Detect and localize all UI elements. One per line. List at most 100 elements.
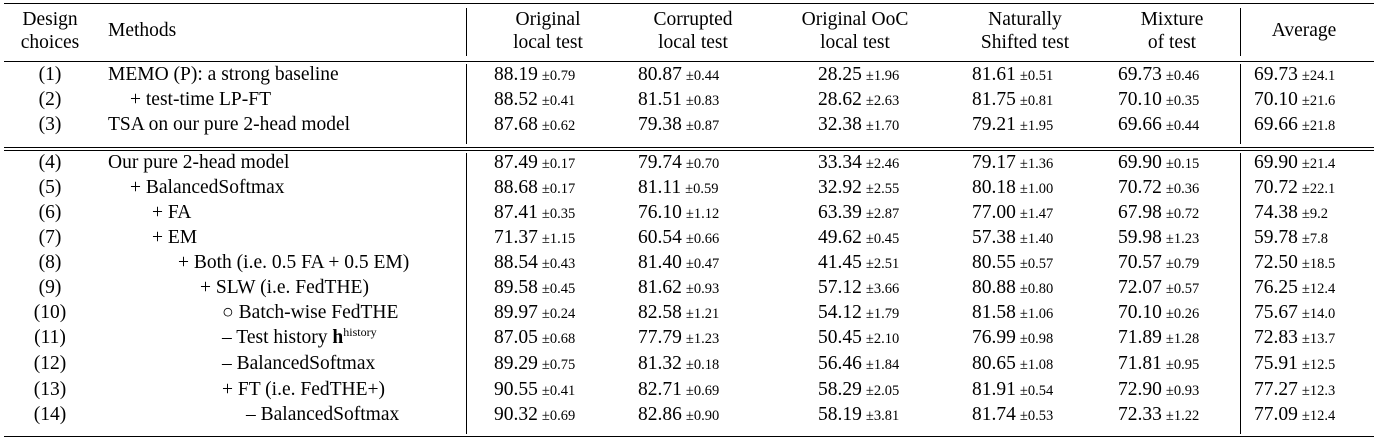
value-cell: 80.55 ±0.57	[972, 251, 1053, 276]
value-cell: 57.12 ±3.66	[818, 276, 899, 301]
value-mean: 87.41	[494, 202, 538, 223]
value-mean: 58.29	[818, 379, 862, 400]
value-std: ±0.18	[685, 357, 720, 373]
header-col-3: Naturally Shifted test	[935, 8, 1115, 54]
value-std: ±0.93	[1165, 383, 1200, 399]
value-cell: 28.25 ±1.96	[818, 63, 899, 88]
value-std: ±0.98	[1019, 331, 1054, 347]
value-std: ±1.23	[1165, 231, 1200, 247]
value-mean: 63.39	[818, 202, 862, 223]
value-std: ±2.63	[865, 93, 900, 109]
value-mean: 33.34	[818, 152, 862, 173]
value-mean: 81.11	[638, 177, 682, 198]
value-cell: 28.62 ±2.63	[818, 88, 899, 113]
value-mean: 70.72	[1118, 177, 1162, 198]
row-method: Our pure 2-head model	[108, 151, 289, 175]
value-mean: 89.29	[494, 353, 538, 374]
value-std: ±1.95	[1019, 118, 1054, 134]
value-std: ±12.4	[1301, 281, 1336, 297]
value-mean: 58.19	[818, 404, 862, 425]
row-method: + Both (i.e. 0.5 FA + 0.5 EM)	[178, 251, 409, 275]
value-mean: 81.75	[972, 89, 1016, 110]
value-std: ±1.08	[1019, 357, 1054, 373]
value-cell: 33.34 ±2.46	[818, 151, 899, 176]
value-std: ±0.79	[1165, 256, 1200, 272]
value-std: ±0.62	[541, 118, 576, 134]
value-cell: 54.12 ±1.79	[818, 301, 899, 326]
group-rule-2	[4, 150, 1374, 151]
header-col-4-line1: of test	[1147, 32, 1197, 53]
value-cell: 81.61 ±0.51	[972, 63, 1053, 88]
value-cell: 72.90 ±0.93	[1118, 378, 1199, 403]
value-cell: 77.00 ±1.47	[972, 201, 1053, 226]
value-mean: 88.19	[494, 64, 538, 85]
value-std: ±2.10	[865, 331, 900, 347]
value-std: ±0.17	[541, 181, 576, 197]
value-std: ±0.26	[1165, 306, 1200, 322]
value-cell: 82.58 ±1.21	[638, 301, 719, 326]
value-mean: 82.71	[638, 379, 682, 400]
row-method: MEMO (P): a strong baseline	[108, 63, 339, 87]
row-id: (2)	[38, 89, 62, 110]
value-cell: 80.18 ±1.00	[972, 176, 1053, 201]
value-cell: 77.27 ±12.3	[1254, 378, 1335, 403]
value-std: ±0.47	[685, 256, 720, 272]
value-cell: 81.11 ±0.59	[638, 176, 719, 201]
value-std: ±1.22	[1165, 408, 1200, 424]
header-design-line1: Design	[22, 9, 78, 30]
group-rule	[4, 147, 1374, 148]
value-cell: 69.73 ±24.1	[1254, 63, 1335, 88]
row-method-text: + FA	[152, 202, 192, 223]
value-std: ±1.40	[1019, 231, 1054, 247]
value-mean: 80.88	[972, 277, 1016, 298]
value-cell: 60.54 ±0.66	[638, 226, 719, 251]
value-cell: 70.72 ±0.36	[1118, 176, 1199, 201]
value-std: ±0.53	[1019, 408, 1054, 424]
row-method: + FT (i.e. FedTHE+)	[222, 378, 385, 402]
value-std: ±0.70	[685, 156, 720, 172]
value-cell: 87.49 ±0.17	[494, 151, 575, 176]
row-method-text: – BalancedSoftmax	[246, 404, 400, 425]
value-mean: 87.49	[494, 152, 538, 173]
value-cell: 70.10 ±0.26	[1118, 301, 1199, 326]
row-id: (12)	[33, 353, 67, 374]
value-mean: 87.05	[494, 327, 538, 348]
value-std: ±1.96	[865, 68, 900, 84]
value-mean: 69.66	[1254, 114, 1298, 135]
value-cell: 50.45 ±2.10	[818, 326, 899, 351]
header-methods: Methods	[108, 20, 177, 41]
row-id: (13)	[33, 379, 67, 400]
value-mean: 81.32	[638, 353, 682, 374]
value-mean: 70.10	[1118, 302, 1162, 323]
header-col-2: Original OoC local test	[765, 8, 945, 54]
value-std: ±0.59	[685, 181, 719, 197]
value-std: ±0.51	[1019, 68, 1054, 84]
value-cell: 72.83 ±13.7	[1254, 326, 1335, 351]
value-cell: 87.68 ±0.62	[494, 113, 575, 138]
value-cell: 80.65 ±1.08	[972, 352, 1053, 377]
value-cell: 69.90 ±21.4	[1254, 151, 1335, 176]
value-mean: 81.91	[972, 379, 1016, 400]
value-cell: 88.54 ±0.43	[494, 251, 575, 276]
value-std: ±0.57	[1165, 281, 1200, 297]
value-std: ±1.00	[1019, 181, 1054, 197]
value-mean: 59.98	[1118, 227, 1162, 248]
row-method-text: – BalancedSoftmax	[222, 353, 376, 374]
value-std: ±0.69	[541, 408, 576, 424]
value-cell: 81.75 ±0.81	[972, 88, 1053, 113]
value-cell: 59.98 ±1.23	[1118, 226, 1199, 251]
value-cell: 81.51 ±0.83	[638, 88, 719, 113]
value-mean: 76.99	[972, 327, 1016, 348]
value-mean: 70.10	[1254, 89, 1298, 110]
value-mean: 89.58	[494, 277, 538, 298]
value-cell: 72.33 ±1.22	[1118, 403, 1199, 428]
value-cell: 76.99 ±0.98	[972, 326, 1053, 351]
value-std: ±1.28	[1165, 331, 1200, 347]
header-col-3-line0: Naturally	[988, 9, 1062, 30]
row-method-text: TSA on our pure 2-head model	[108, 114, 351, 135]
value-cell: 76.25 ±12.4	[1254, 276, 1335, 301]
value-std: ±0.44	[685, 68, 720, 84]
row-method-text: + EM	[152, 227, 198, 248]
method-divider-body-1	[466, 64, 467, 144]
